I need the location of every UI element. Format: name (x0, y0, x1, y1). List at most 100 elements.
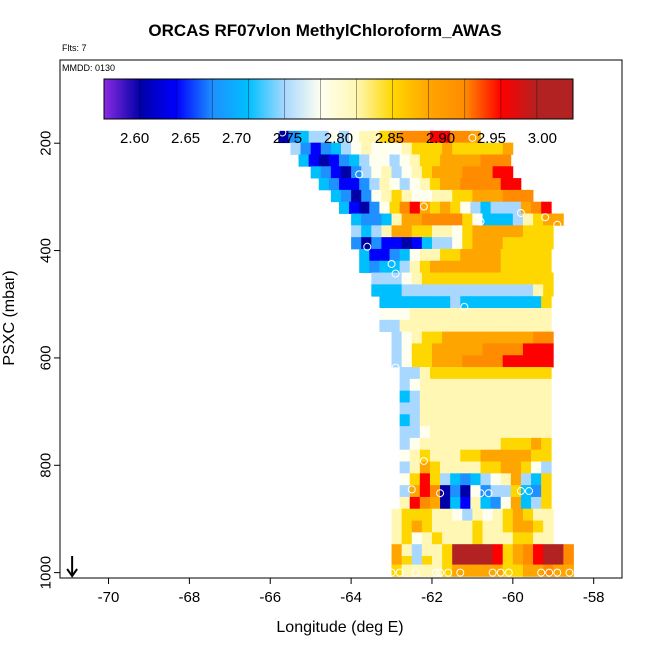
heatmap-cell (462, 237, 473, 250)
heatmap-cell (419, 319, 431, 333)
heatmap-cell (492, 225, 504, 238)
heatmap-cell (401, 225, 413, 238)
heatmap-cell (512, 520, 524, 533)
heatmap-cell (460, 426, 471, 439)
heatmap-cell (522, 520, 534, 533)
heatmap-cell (490, 485, 502, 498)
heatmap-cell (401, 284, 413, 297)
heatmap-cell (543, 508, 554, 521)
heatmap-cell (391, 520, 403, 533)
colorbar-segment (356, 79, 394, 119)
heatmap-cell (440, 308, 451, 321)
sample-point (387, 464, 396, 473)
heatmap-cell (431, 555, 443, 569)
heatmap-cell (470, 260, 481, 273)
sample-point (391, 363, 400, 372)
heatmap-cell (553, 564, 564, 577)
heatmap-cell (359, 248, 370, 262)
heatmap-cell (440, 178, 451, 191)
heatmap-cell (381, 142, 392, 155)
sample-point (436, 568, 445, 577)
heatmap-cell (500, 473, 512, 486)
heatmap-cell (460, 485, 471, 498)
heatmap-cell (482, 213, 494, 226)
heatmap-cell (541, 496, 552, 510)
sample-point (541, 213, 550, 222)
heatmap-cell (381, 237, 392, 250)
heatmap-cell (472, 331, 483, 344)
heatmap-cell (318, 178, 330, 191)
heatmap-cell (411, 544, 423, 557)
heatmap-cell (502, 520, 514, 533)
heatmap-cell (520, 248, 532, 262)
heatmap-cell (431, 189, 443, 203)
heatmap-cell (502, 508, 514, 521)
heatmap-cell (419, 178, 431, 191)
heatmap-cell (450, 367, 461, 380)
heatmap-cell (349, 130, 360, 144)
heatmap-cell (450, 296, 461, 309)
heatmap-cell (369, 260, 380, 273)
heatmap-cell (421, 520, 433, 533)
heatmap-cell (543, 544, 554, 557)
heatmap-cell (533, 520, 544, 533)
heatmap-cell (531, 367, 542, 380)
heatmap-cell (450, 473, 461, 486)
heatmap-cell (290, 142, 301, 155)
heatmap-cell (522, 331, 534, 344)
heatmap-cell (460, 308, 471, 321)
heatmap-cell (520, 402, 532, 415)
heatmap-cell (371, 237, 382, 250)
heatmap-cell (419, 390, 431, 403)
heatmap-cell (490, 402, 502, 415)
heatmap-cell (399, 319, 411, 333)
colorbar-tick-label: 2.90 (426, 130, 455, 147)
heatmap-cell (531, 496, 542, 510)
heatmap-cell (318, 130, 330, 144)
heatmap-cell (533, 272, 544, 285)
heatmap-cell (462, 189, 473, 203)
heatmap-cell (399, 367, 411, 380)
heatmap-cell (460, 319, 471, 333)
heatmap-cell (492, 284, 504, 297)
heatmap-cell (409, 496, 421, 510)
heatmap-cell (520, 426, 532, 439)
heatmap-cell (492, 520, 504, 533)
heatmap-cell (359, 178, 370, 191)
x-tick-label: -58 (583, 589, 605, 606)
heatmap-cell (351, 225, 362, 238)
heatmap-cell (429, 308, 441, 321)
heatmap-cell (401, 343, 413, 356)
heatmap-cell (440, 437, 451, 451)
heatmap-cell (531, 296, 542, 309)
heatmap-cell (429, 201, 441, 214)
heatmap-cell (533, 508, 544, 521)
heatmap-cell (401, 166, 413, 179)
heatmap-cell (541, 390, 552, 403)
heatmap-cell (381, 225, 392, 238)
heatmap-cell (510, 248, 522, 262)
heatmap-cell (440, 402, 451, 415)
heatmap-cell (533, 213, 544, 226)
heatmap-cell (502, 142, 514, 155)
heatmap-cell (341, 142, 352, 155)
heatmap-cell (359, 154, 370, 167)
heatmap-cell (442, 331, 453, 344)
heatmap-cell (401, 355, 413, 368)
heatmap-cell (440, 154, 451, 167)
heatmap-cell (452, 189, 463, 203)
heatmap-cell (472, 237, 483, 250)
sample-point (355, 170, 364, 179)
heatmap-cell (512, 225, 524, 238)
heatmap-cell (470, 473, 481, 486)
heatmap-cell (440, 319, 451, 333)
heatmap-cell (440, 473, 451, 486)
heatmap-cell (520, 260, 532, 273)
heatmap-cell (531, 201, 542, 214)
heatmap-cell (391, 237, 403, 250)
heatmap-cell (452, 213, 463, 226)
heatmap-cell (520, 367, 532, 380)
heatmap-cell (419, 426, 431, 439)
sample-point (456, 568, 465, 577)
heatmap-cell (379, 201, 390, 214)
